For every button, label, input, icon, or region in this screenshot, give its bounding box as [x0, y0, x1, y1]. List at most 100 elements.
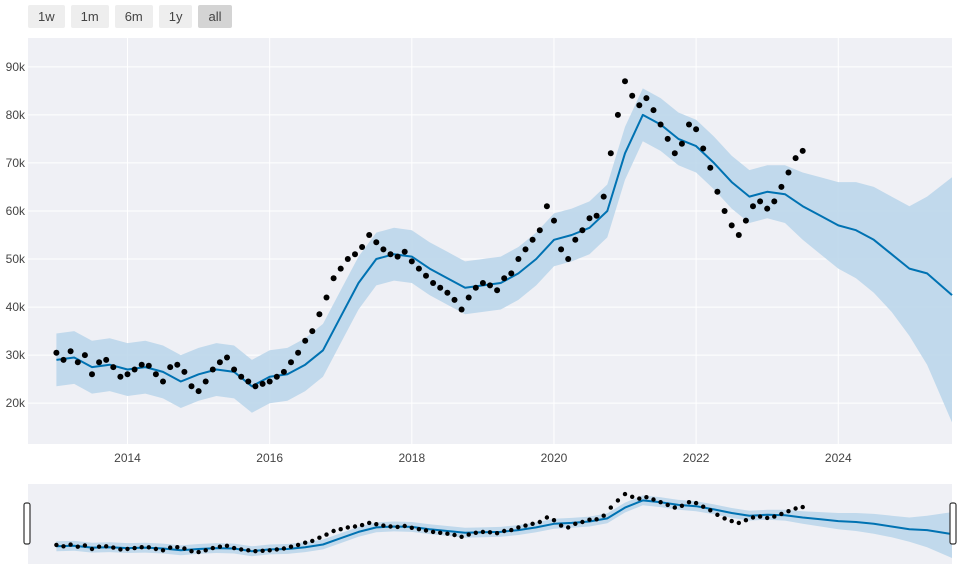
- actual-point: [152, 371, 159, 378]
- actual-point: [445, 531, 450, 536]
- x-tick-label: 2022: [683, 451, 710, 465]
- actual-point: [800, 504, 805, 510]
- actual-point: [772, 514, 777, 519]
- actual-point: [89, 371, 95, 378]
- actual-point: [53, 349, 60, 356]
- actual-point: [359, 522, 365, 528]
- range-slider-right-handle[interactable]: [949, 502, 957, 545]
- actual-point: [679, 503, 685, 508]
- actual-point: [124, 371, 131, 378]
- actual-point: [323, 294, 330, 301]
- actual-point: [658, 500, 663, 505]
- actual-point: [701, 504, 706, 509]
- actual-point: [352, 251, 358, 258]
- range-slider-left-handle[interactable]: [23, 502, 31, 545]
- range-button-6m[interactable]: 6m: [114, 5, 153, 28]
- actual-point: [295, 349, 302, 356]
- actual-point: [707, 164, 714, 171]
- actual-point: [67, 348, 74, 355]
- actual-point: [367, 520, 372, 526]
- actual-point: [181, 368, 188, 375]
- actual-point: [651, 497, 656, 502]
- actual-point: [693, 500, 699, 506]
- actual-point: [614, 111, 621, 118]
- actual-point: [644, 495, 649, 500]
- range-button-1m[interactable]: 1m: [70, 5, 109, 28]
- range-button-1y[interactable]: 1y: [158, 5, 193, 28]
- actual-point: [430, 529, 436, 535]
- actual-point: [607, 150, 614, 157]
- actual-point: [75, 544, 81, 549]
- actual-point: [494, 287, 501, 294]
- actual-point: [182, 546, 187, 551]
- range-button-all[interactable]: all: [198, 5, 232, 28]
- actual-point: [771, 198, 778, 205]
- main-plot-layer: [53, 78, 953, 423]
- actual-point: [330, 275, 337, 282]
- actual-point: [288, 544, 294, 549]
- actual-point: [288, 359, 294, 366]
- actual-point: [324, 532, 329, 537]
- actual-point: [700, 145, 707, 152]
- actual-point: [175, 545, 180, 550]
- actual-point: [380, 246, 387, 253]
- actual-point: [153, 546, 159, 552]
- actual-point: [168, 545, 173, 550]
- actual-point: [565, 256, 572, 262]
- actual-point: [693, 126, 700, 133]
- actual-point: [401, 248, 408, 255]
- actual-point: [537, 519, 542, 525]
- actual-point: [118, 547, 123, 552]
- actual-point: [792, 155, 799, 162]
- actual-point: [359, 244, 366, 250]
- actual-point: [630, 494, 635, 499]
- actual-point: [637, 496, 642, 501]
- actual-point: [586, 215, 593, 222]
- actual-point: [587, 517, 592, 522]
- actual-point: [622, 78, 628, 85]
- actual-point: [209, 366, 216, 373]
- actual-point: [466, 532, 471, 537]
- actual-point: [459, 534, 464, 539]
- actual-point: [665, 502, 670, 508]
- actual-point: [529, 236, 536, 243]
- actual-point: [629, 92, 636, 99]
- actual-point: [708, 508, 713, 513]
- actual-point: [515, 256, 522, 262]
- actual-point: [281, 546, 287, 551]
- actual-point: [735, 232, 742, 238]
- actual-point: [438, 530, 443, 535]
- actual-point: [530, 521, 535, 526]
- actual-point: [750, 515, 756, 520]
- actual-point: [536, 227, 543, 234]
- actual-point: [451, 296, 458, 303]
- actual-point: [160, 378, 166, 385]
- actual-point: [310, 538, 315, 544]
- actual-point: [104, 544, 109, 549]
- range-button-1w[interactable]: 1w: [28, 5, 65, 28]
- actual-point: [472, 284, 479, 291]
- actual-point: [331, 528, 336, 534]
- actual-point: [551, 217, 557, 224]
- actual-point: [145, 362, 152, 369]
- actual-point: [280, 368, 287, 375]
- x-tick-label: 2024: [825, 451, 852, 465]
- actual-point: [381, 523, 386, 528]
- actual-point: [416, 527, 422, 532]
- actual-point: [452, 532, 457, 538]
- actual-point: [558, 246, 565, 253]
- actual-point: [494, 531, 500, 536]
- x-tick-label: 2016: [256, 451, 283, 465]
- actual-point: [729, 518, 734, 524]
- actual-point: [480, 529, 486, 535]
- actual-point: [246, 548, 251, 553]
- actual-point: [437, 284, 444, 291]
- actual-point: [302, 337, 309, 344]
- actual-point: [345, 525, 350, 530]
- y-tick-label: 70k: [6, 156, 26, 170]
- actual-point: [423, 528, 429, 533]
- actual-point: [487, 530, 493, 535]
- actual-point: [523, 523, 528, 528]
- actual-point: [502, 528, 507, 534]
